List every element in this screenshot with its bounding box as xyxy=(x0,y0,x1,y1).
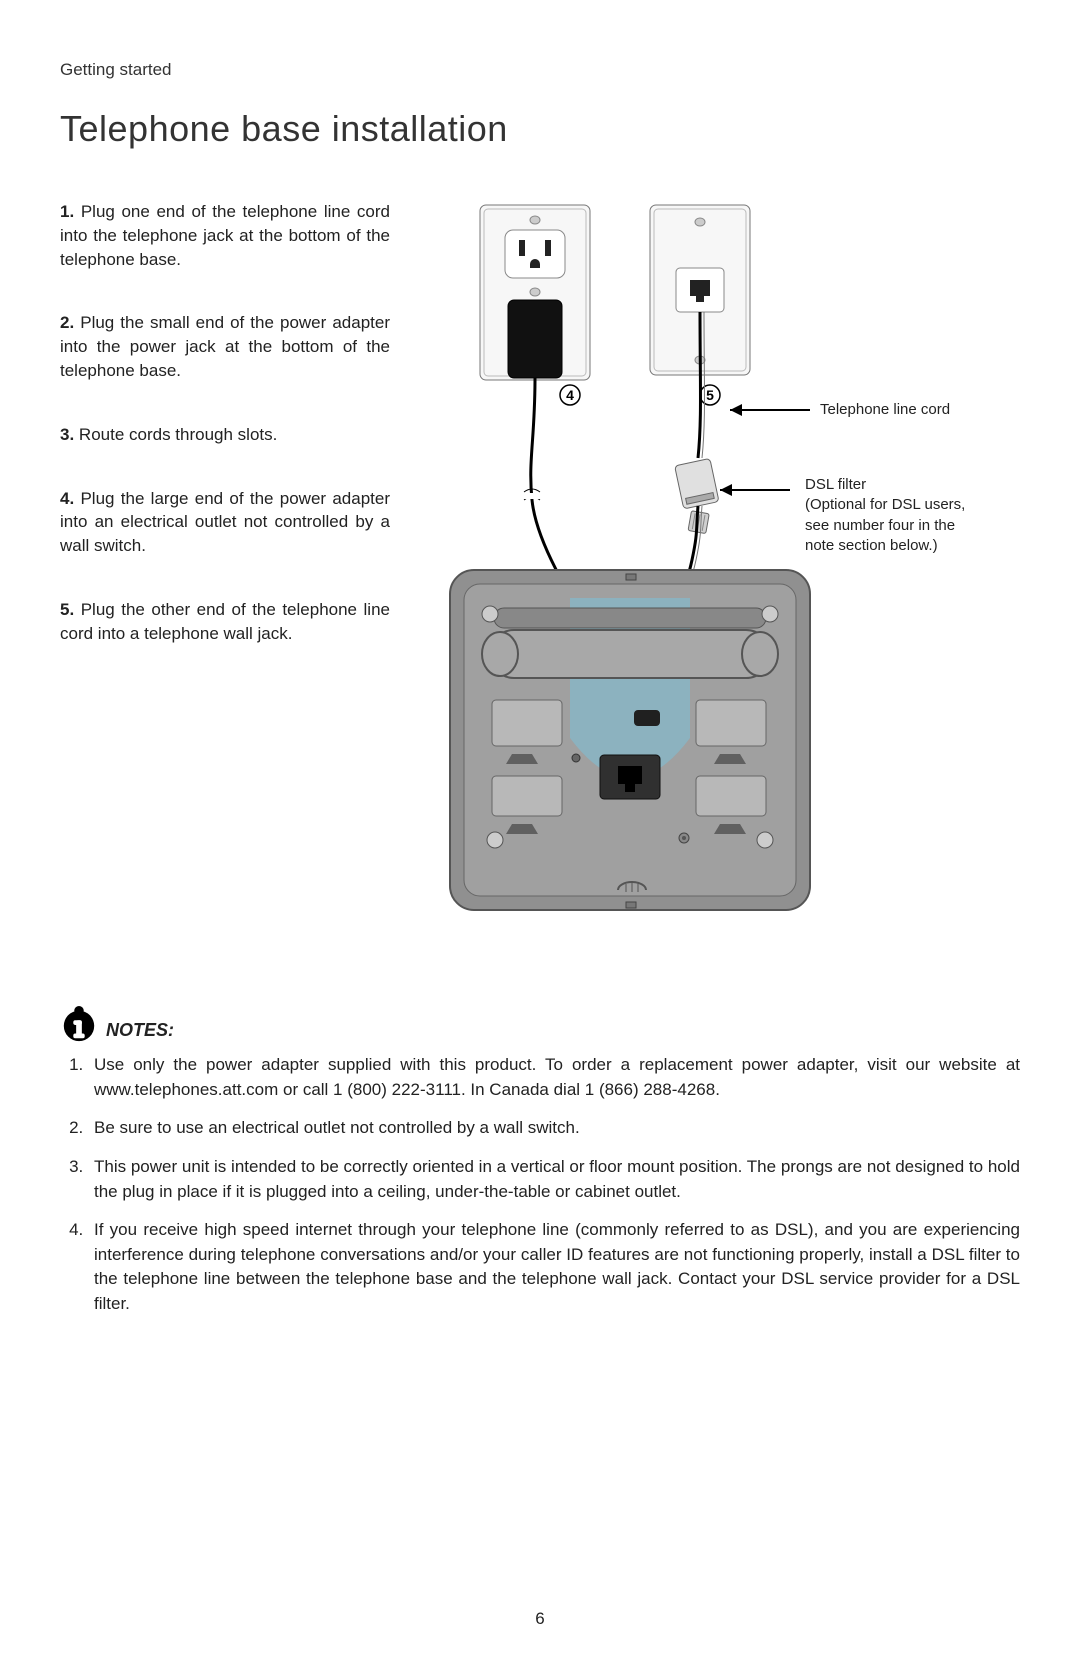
callout-dsl-title: DSL filter xyxy=(805,476,866,493)
step-number: 3. xyxy=(60,425,74,444)
diagram-column: 4 5 xyxy=(420,200,1020,925)
step-3: 3. Route cords through slots. xyxy=(60,423,390,447)
step-text: Plug the other end of the telephone line… xyxy=(60,600,390,643)
step-number: 2. xyxy=(60,313,74,332)
info-icon xyxy=(60,1005,98,1043)
arrow-dsl-filter-icon xyxy=(720,484,790,496)
notes-section: NOTES: Use only the power adapter suppli… xyxy=(60,1005,1020,1317)
note-item: If you receive high speed internet throu… xyxy=(88,1218,1020,1317)
step-text: Plug the small end of the power adapter … xyxy=(60,313,390,380)
marker-4-icon: 4 xyxy=(560,385,580,405)
page: Getting started Telephone base installat… xyxy=(0,0,1080,1669)
callout-dsl-body: (Optional for DSL users, see number four… xyxy=(805,496,965,554)
step-2: 2. Plug the small end of the power adapt… xyxy=(60,311,390,382)
notes-list: Use only the power adapter supplied with… xyxy=(60,1053,1020,1317)
note-item: Use only the power adapter supplied with… xyxy=(88,1053,1020,1102)
callout-dsl-filter: DSL filter (Optional for DSL users, see … xyxy=(805,475,975,556)
note-item: This power unit is intended to be correc… xyxy=(88,1155,1020,1204)
callout-telephone-line-cord: Telephone line cord xyxy=(820,400,950,420)
step-text: Plug the large end of the power adapter … xyxy=(60,489,390,556)
note-item: Be sure to use an electrical outlet not … xyxy=(88,1116,1020,1141)
arrow-telephone-line-icon xyxy=(730,404,810,416)
step-5: 5. Plug the other end of the telephone l… xyxy=(60,598,390,646)
installation-diagram: 4 5 xyxy=(420,200,980,920)
svg-text:4: 4 xyxy=(566,387,574,403)
step-number: 5. xyxy=(60,600,74,619)
step-number: 1. xyxy=(60,202,74,221)
telephone-base-icon xyxy=(450,570,810,910)
breadcrumb: Getting started xyxy=(60,60,1020,80)
power-outlet-icon xyxy=(480,205,590,380)
step-number: 4. xyxy=(60,489,74,508)
marker-5-icon: 5 xyxy=(700,385,720,405)
page-number: 6 xyxy=(0,1609,1080,1629)
step-text: Route cords through slots. xyxy=(79,425,277,444)
notes-header: NOTES: xyxy=(60,1005,1020,1043)
steps-column: 1. Plug one end of the telephone line co… xyxy=(60,200,390,925)
step-text: Plug one end of the telephone line cord … xyxy=(60,202,390,269)
content-columns: 1. Plug one end of the telephone line co… xyxy=(60,200,1020,925)
step-1: 1. Plug one end of the telephone line co… xyxy=(60,200,390,271)
notes-label: NOTES: xyxy=(106,1020,174,1041)
step-4: 4. Plug the large end of the power adapt… xyxy=(60,487,390,558)
page-title: Telephone base installation xyxy=(60,108,1020,150)
svg-text:5: 5 xyxy=(706,387,714,403)
